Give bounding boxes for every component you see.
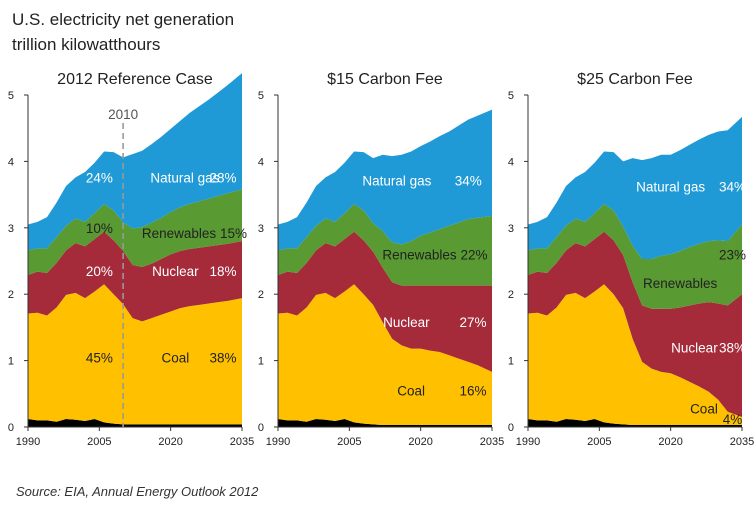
chart-panel-25-carbon-fee: $25 Carbon Fee 0 1 2 3 4 5 1990 2005 2020 2035 Coal… [508, 71, 754, 448]
source-note: Source: EIA, Annual Energy Outlook 2012 [16, 484, 259, 499]
area-data-label: 45% [86, 350, 113, 365]
x-tick-label: 1990 [516, 436, 540, 448]
panel-title: $15 Carbon Fee [327, 71, 443, 88]
x-tick-label: 2005 [87, 436, 111, 448]
area-data-label: Natural gas [636, 180, 705, 195]
x-tick-label: 2020 [408, 436, 432, 448]
y-tick-label: 2 [8, 289, 14, 301]
area-renewables [528, 203, 742, 309]
area-nuclear [528, 231, 742, 418]
area-coal [278, 284, 492, 426]
y-tick-label: 1 [258, 356, 264, 368]
area-data-label: Renewables [643, 276, 718, 291]
y-tick-label: 2 [508, 289, 514, 301]
area-data-label: Nuclear [152, 264, 199, 279]
y-tick-label: 4 [8, 156, 14, 168]
y-tick-label: 1 [508, 356, 514, 368]
x-tick-label: 2020 [658, 436, 682, 448]
area-natural-gas [28, 73, 242, 251]
area-nuclear [28, 231, 242, 322]
area-data-label: 38% [209, 350, 236, 365]
x-tick-label: 2035 [230, 436, 254, 448]
area-data-label: 38% [719, 340, 746, 355]
x-tick-label: 1990 [266, 436, 290, 448]
area-nuclear [278, 231, 492, 372]
y-tick-label: 3 [258, 223, 264, 235]
area-data-label: Natural gas [150, 170, 219, 185]
panel-title: 2012 Reference Case [57, 71, 213, 88]
y-tick-label: 4 [258, 156, 264, 168]
area-data-label: Nuclear [671, 340, 718, 355]
area-natural-gas [278, 109, 492, 251]
y-tick-label: 0 [258, 422, 264, 434]
y-tick-label: 0 [508, 422, 514, 434]
area-data-label: 34% [455, 174, 482, 189]
area-data-label: 27% [459, 315, 486, 330]
area-data-label: Coal [397, 383, 425, 398]
chart-units: trillion kilowatthours [12, 35, 161, 54]
panel-title: $25 Carbon Fee [577, 71, 693, 88]
area-data-label: 16% [459, 383, 486, 398]
area-data-label: 4% [723, 412, 743, 427]
x-tick-label: 2035 [480, 436, 504, 448]
reference-year-label: 2010 [108, 107, 138, 122]
y-tick-label: 2 [258, 289, 264, 301]
area-data-label: Coal [690, 401, 718, 416]
area-natural-gas [528, 116, 742, 260]
area-data-label: 34% [719, 180, 746, 195]
y-tick-label: 3 [508, 223, 514, 235]
x-tick-label: 2005 [587, 436, 611, 448]
area-data-label: 28% [209, 170, 236, 185]
area-data-label: Renewables 22% [382, 247, 487, 262]
y-tick-label: 5 [508, 90, 514, 102]
y-tick-label: 5 [258, 90, 264, 102]
area-coal [528, 284, 742, 426]
chart-title: U.S. electricity net generation [12, 10, 235, 29]
y-tick-label: 5 [8, 90, 14, 102]
x-tick-label: 1990 [16, 436, 40, 448]
area-data-label: 18% [209, 264, 236, 279]
area-data-label: Nuclear [383, 315, 430, 330]
area-data-label: Renewables 15% [142, 226, 247, 241]
area-coal [28, 284, 242, 425]
area-data-label: 24% [86, 170, 113, 185]
y-tick-label: 0 [8, 422, 14, 434]
area-data-label: 10% [86, 221, 113, 236]
area-renewables [28, 189, 242, 275]
area-renewables [278, 203, 492, 286]
area-oil [28, 419, 242, 427]
x-tick-label: 2020 [158, 436, 182, 448]
area-data-label: 23% [719, 247, 746, 262]
y-tick-label: 3 [8, 223, 14, 235]
chart-panel-reference: 2012 Reference Case 0 1 2 3 4 5 1990 2005 2020 203… [8, 71, 254, 448]
chart-panel-15-carbon-fee: $15 Carbon Fee 0 1 2 3 4 5 1990 2005 2020 2035 Coal… [258, 71, 504, 448]
area-data-label: Coal [162, 350, 190, 365]
area-data-label: 20% [86, 264, 113, 279]
x-tick-label: 2035 [730, 436, 754, 448]
y-tick-label: 1 [8, 356, 14, 368]
y-tick-label: 4 [508, 156, 514, 168]
x-tick-label: 2005 [337, 436, 361, 448]
area-data-label: Natural gas [362, 174, 431, 189]
